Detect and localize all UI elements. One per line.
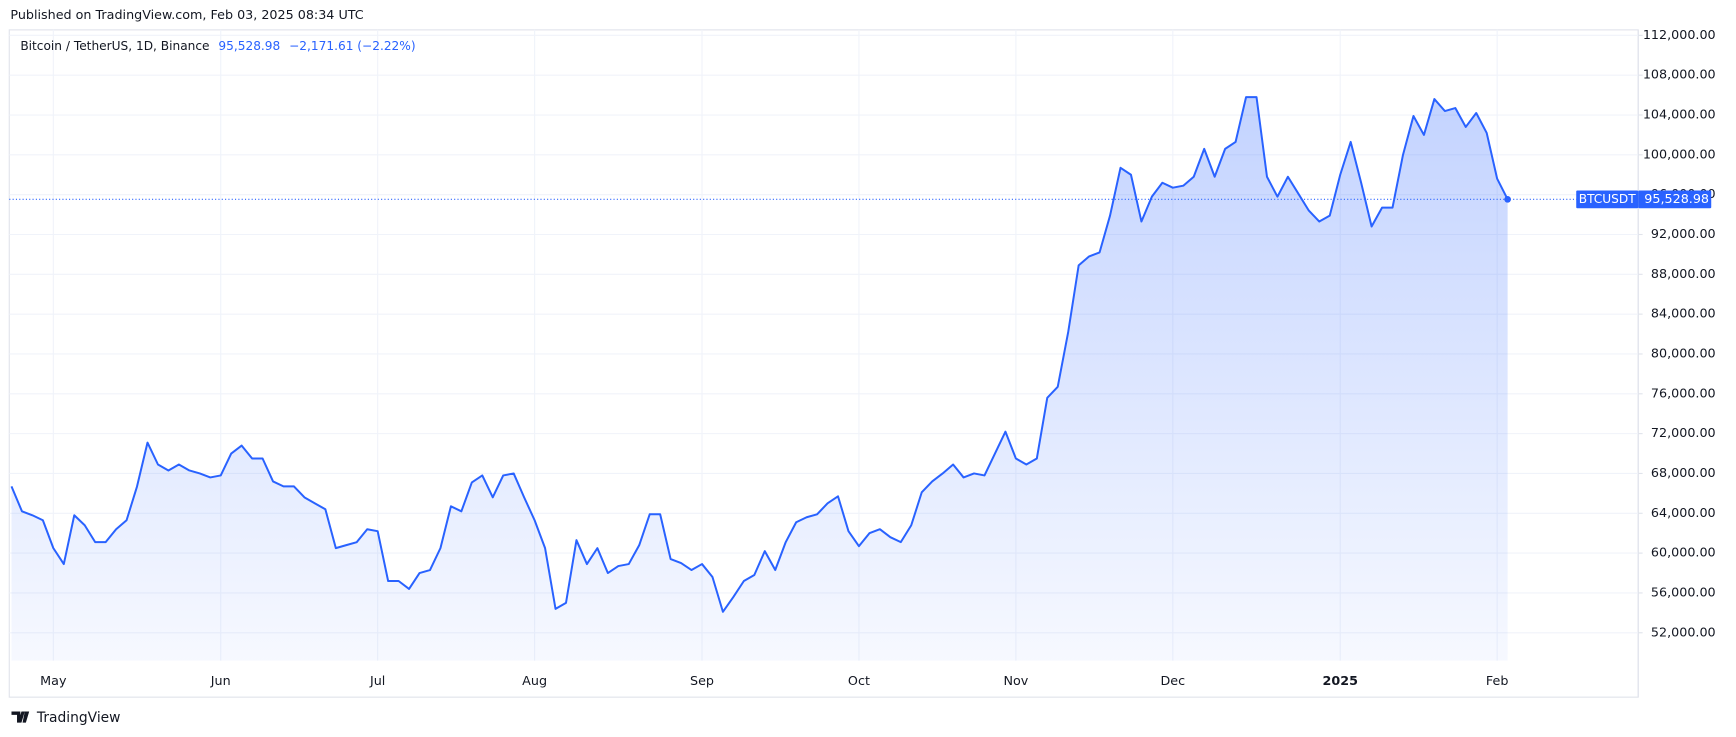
x-tick-label: Oct <box>848 673 870 688</box>
x-tick-label: Sep <box>690 673 714 688</box>
x-tick-label: Jul <box>369 673 385 688</box>
x-tick-label: Dec <box>1161 673 1186 688</box>
price-tag: 95,528.98 <box>1644 191 1709 206</box>
y-tick-label: 72,000.00 <box>1651 425 1716 440</box>
published-title: Published on TradingView.com, Feb 03, 20… <box>10 7 363 22</box>
x-tick-label: Jun <box>210 673 231 688</box>
y-tick-label: 88,000.00 <box>1651 266 1716 281</box>
quote-change: −2,171.61 (−2.22%) <box>289 39 415 53</box>
symbol-tag-bg <box>1576 190 1639 209</box>
x-tick-label: Feb <box>1486 673 1509 688</box>
x-tick-label: Aug <box>522 673 547 688</box>
y-tick-label: 100,000.00 <box>1643 146 1716 161</box>
price-tag-bg <box>1638 190 1712 209</box>
brand-name: TradingView <box>36 710 121 726</box>
x-tick-label: Nov <box>1003 673 1028 688</box>
y-tick-label: 112,000.00 <box>1643 27 1716 42</box>
x-tick-label: May <box>40 673 67 688</box>
symbol-tag: BTCUSDT <box>1579 192 1637 206</box>
y-tick-label: 104,000.00 <box>1643 107 1716 122</box>
y-tick-label: 60,000.00 <box>1651 545 1716 560</box>
last-point <box>1504 196 1511 203</box>
labels: Bitcoin / TetherUS, 1D, Binance 95,528.9… <box>20 39 415 53</box>
y-tick-label: 76,000.00 <box>1651 385 1716 400</box>
area-fill <box>11 97 1508 661</box>
y-tick-label: 80,000.00 <box>1651 345 1716 360</box>
y-tick-label: 84,000.00 <box>1651 306 1716 321</box>
y-tick-label: 56,000.00 <box>1651 584 1716 599</box>
x-tick-label: 2025 <box>1323 673 1358 688</box>
brand-logo: TradingView <box>11 710 121 726</box>
plot: BTCUSDT 95,528.98 <box>9 96 1712 661</box>
price-line <box>10 96 1509 613</box>
symbol-label: Bitcoin / TetherUS, 1D, Binance <box>20 39 209 53</box>
y-tick-label: 92,000.00 <box>1651 226 1716 241</box>
y-tick-label: 64,000.00 <box>1651 505 1716 520</box>
y-tick-label: 108,000.00 <box>1643 67 1716 82</box>
quote-price: 95,528.98 <box>218 39 280 53</box>
y-tick-label: 68,000.00 <box>1651 465 1716 480</box>
logo-icon <box>11 711 30 723</box>
y-tick-label: 52,000.00 <box>1651 624 1716 639</box>
